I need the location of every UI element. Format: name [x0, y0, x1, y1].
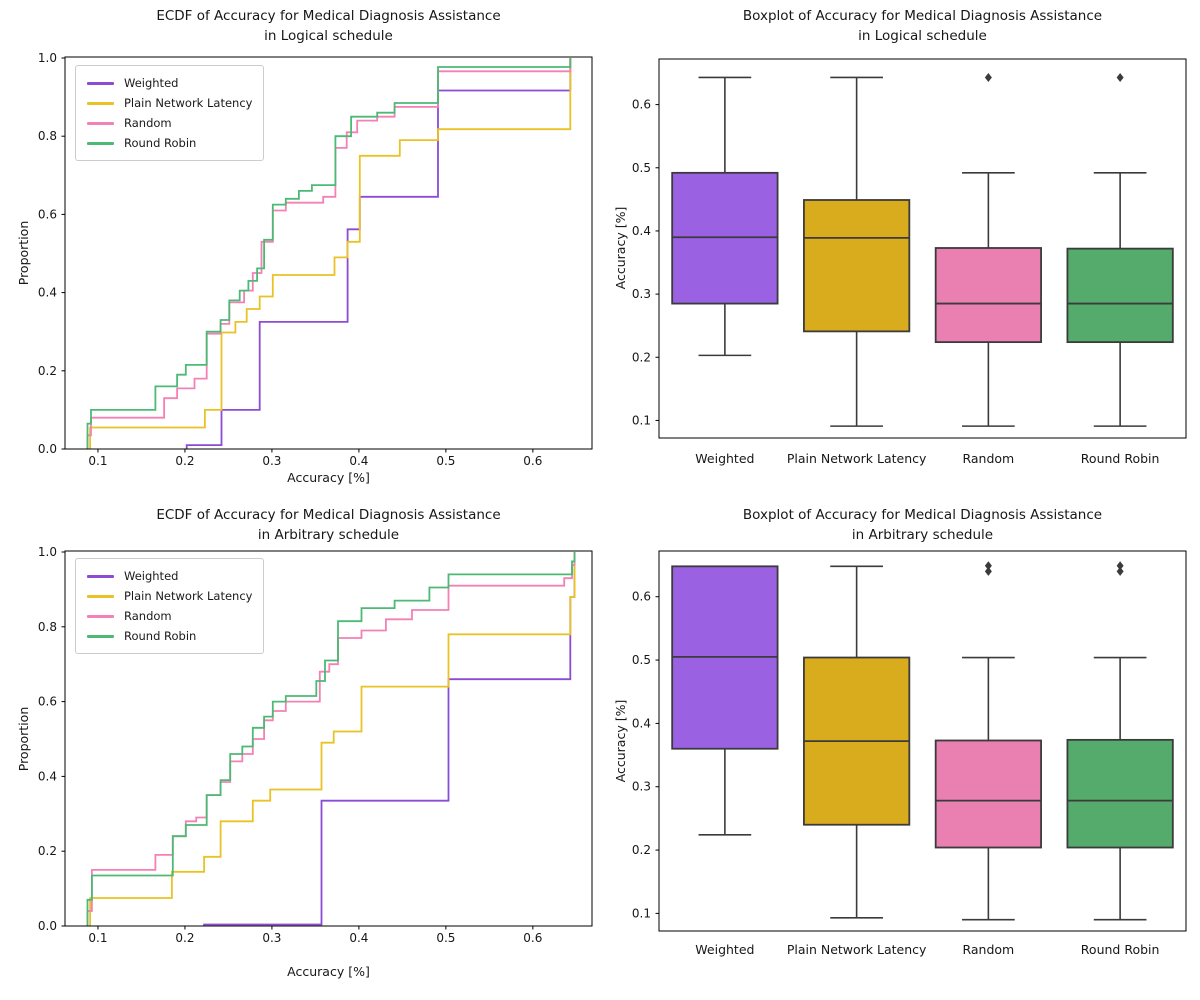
- y-tick-label: 0.1: [632, 413, 651, 427]
- y-tick-label: 1.0: [38, 51, 57, 65]
- box-random: [934, 247, 1042, 344]
- x-tick-label: 0.5: [436, 454, 455, 468]
- y-tick-label: 0.2: [38, 364, 57, 378]
- y-tick-label: 0.4: [38, 769, 57, 783]
- ecdf-series-weighted: [185, 58, 572, 449]
- outlier-random: [984, 561, 992, 571]
- box-random: [934, 739, 1042, 849]
- ecdf-series-plain-network-latency: [89, 58, 572, 449]
- y-tick-label: 0.5: [632, 161, 651, 175]
- y-tick-label: 0.5: [632, 653, 651, 667]
- category-label-round-robin: Round Robin: [1081, 451, 1160, 466]
- y-tick-label: 0.0: [38, 442, 57, 456]
- y-tick-label: 0.4: [38, 286, 57, 300]
- category-label-random: Random: [962, 942, 1014, 957]
- y-tick-label: 0.3: [632, 780, 651, 794]
- plot-frame: [64, 550, 593, 927]
- box-plain-network-latency: [803, 199, 911, 333]
- x-tick-label: 0.5: [436, 931, 455, 945]
- category-label-round-robin: Round Robin: [1081, 942, 1160, 957]
- y-tick-label: 0.6: [632, 590, 651, 604]
- outlier-random: [984, 566, 992, 576]
- x-tick-label: 0.4: [349, 931, 368, 945]
- y-tick-label: 1.0: [38, 545, 57, 559]
- ecdf-series-random: [86, 552, 576, 926]
- x-tick-label: 0.2: [175, 931, 194, 945]
- category-label-weighted: Weighted: [695, 942, 754, 957]
- y-tick-label: 0.1: [632, 906, 651, 920]
- outlier-round-robin: [1116, 566, 1124, 576]
- box-round-robin: [1066, 738, 1174, 849]
- y-tick-label: 0.0: [38, 919, 57, 933]
- y-tick-label: 0.4: [632, 716, 651, 730]
- y-tick-label: 0.8: [38, 129, 57, 143]
- outlier-round-robin: [1116, 561, 1124, 571]
- outlier-round-robin: [1116, 72, 1124, 82]
- y-tick-label: 0.2: [632, 350, 651, 364]
- x-tick-label: 0.3: [262, 454, 281, 468]
- box-round-robin: [1066, 247, 1174, 344]
- y-tick-label: 0.2: [38, 844, 57, 858]
- y-tick-label: 0.4: [632, 224, 651, 238]
- category-label-plain-network-latency: Plain Network Latency: [787, 942, 927, 957]
- y-tick-label: 0.6: [38, 695, 57, 709]
- y-tick-label: 0.6: [38, 207, 57, 221]
- category-label-plain-network-latency: Plain Network Latency: [787, 451, 927, 466]
- x-tick-label: 0.4: [349, 454, 368, 468]
- y-tick-label: 0.3: [632, 287, 651, 301]
- ecdf-series-round-robin: [86, 58, 572, 449]
- x-tick-label: 0.6: [523, 454, 542, 468]
- y-tick-label: 0.6: [632, 98, 651, 112]
- category-label-random: Random: [962, 451, 1014, 466]
- box-weighted: [671, 171, 779, 305]
- ecdf-series-round-robin: [86, 552, 576, 926]
- ecdf-series-plain-network-latency: [89, 552, 576, 926]
- x-tick-label: 0.6: [523, 931, 542, 945]
- x-tick-label: 0.1: [88, 454, 107, 468]
- x-tick-label: 0.2: [175, 454, 194, 468]
- x-tick-label: 0.1: [88, 931, 107, 945]
- plot-frame: [658, 550, 1187, 932]
- plot-frame: [658, 58, 1187, 439]
- y-tick-label: 0.8: [38, 620, 57, 634]
- plot-frame: [64, 56, 593, 450]
- y-tick-label: 0.2: [632, 843, 651, 857]
- outlier-random: [984, 72, 992, 82]
- category-label-weighted: Weighted: [695, 451, 754, 466]
- ecdf-series-random: [86, 58, 572, 449]
- x-tick-label: 0.3: [262, 931, 281, 945]
